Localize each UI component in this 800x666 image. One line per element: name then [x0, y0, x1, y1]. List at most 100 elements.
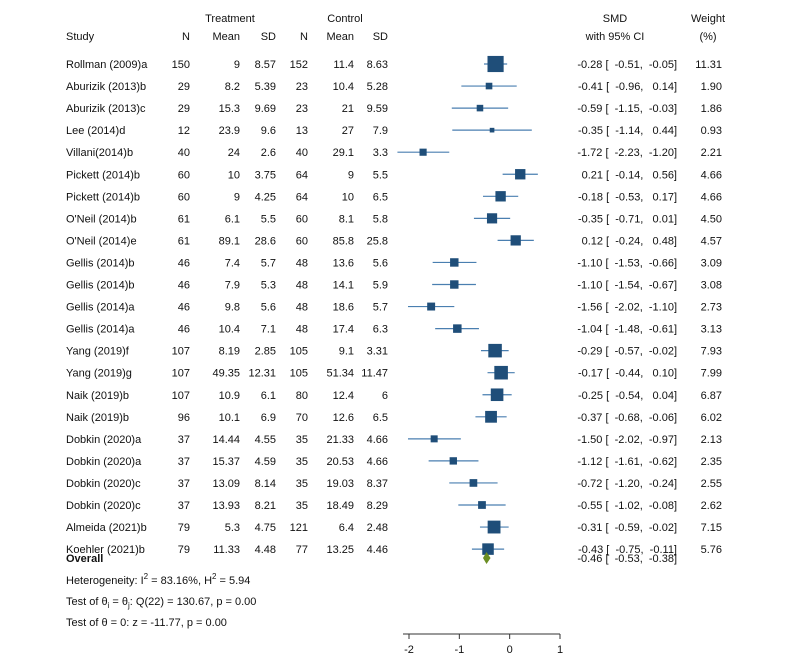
study-name: Yang (2019)f [66, 346, 130, 358]
treatment-n: 79 [178, 544, 190, 556]
control-n: 77 [296, 544, 308, 556]
table-row: Yang (2019)g 107 49.35 12.31 105 51.34 11.47 -0… [66, 365, 722, 380]
table-row: Gellis (2014)b 46 7.9 5.3 48 14.1 5.9 -1.10 [ -… [66, 280, 722, 292]
table-row: Dobkin (2020)c 37 13.93 8.21 35 18.49 8.29 -0.5… [66, 500, 722, 512]
control-mean: 10 [342, 191, 354, 203]
weight-value: 2.55 [701, 478, 722, 490]
ci-text: -0.28 [ -0.51, -0.05] [577, 59, 677, 71]
ci-text: 0.21 [ -0.14, 0.56] [582, 169, 677, 181]
control-mean: 85.8 [333, 235, 354, 247]
treatment-sd: 5.39 [255, 81, 276, 93]
control-sd: 5.7 [373, 302, 388, 314]
header-weight: Weight [691, 13, 725, 25]
stats-block: Heterogeneity: I2 = 83.16%, H2 = 5.94 Te… [66, 572, 256, 629]
control-sd: 2.48 [367, 522, 388, 534]
x-tick-label: 1 [557, 644, 563, 656]
weight-value: 7.15 [701, 522, 722, 534]
control-n: 48 [296, 302, 308, 314]
control-mean: 9 [348, 169, 354, 181]
treatment-sd: 3.75 [255, 169, 276, 181]
control-mean: 19.03 [326, 478, 354, 490]
control-sd: 8.37 [367, 478, 388, 490]
weight-value: 2.62 [701, 500, 722, 512]
table-row: Rollman (2009)a 150 9 8.57 152 11.4 8.63 -0.28 … [66, 55, 722, 73]
treatment-sd: 2.6 [261, 147, 276, 159]
control-n: 48 [296, 257, 308, 269]
treatment-n: 46 [178, 324, 190, 336]
control-sd: 6 [382, 390, 388, 402]
treatment-n: 37 [178, 500, 190, 512]
effect-marker [488, 343, 502, 358]
effect-marker [427, 302, 436, 311]
x-tick-label: -1 [454, 644, 464, 656]
ci-text: -0.59 [ -1.15, -0.03] [577, 103, 677, 115]
table-header: Treatment Control SMD Weight Study N Mea… [66, 13, 725, 43]
control-n: 60 [296, 235, 308, 247]
weight-value: 6.02 [701, 412, 722, 424]
ci-text: -0.17 [ -0.44, 0.10] [578, 368, 677, 380]
treatment-mean: 15.37 [212, 456, 240, 468]
study-name: Naik (2019)b [66, 412, 129, 424]
control-sd: 6.3 [373, 324, 388, 336]
treatment-mean: 49.35 [212, 368, 240, 380]
treatment-n: 37 [178, 456, 190, 468]
treatment-mean: 13.93 [212, 500, 240, 512]
treatment-sd: 4.59 [255, 456, 276, 468]
treatment-n: 12 [178, 125, 190, 137]
treatment-sd: 4.75 [255, 522, 276, 534]
weight-value: 3.09 [701, 257, 722, 269]
treatment-sd: 5.7 [261, 257, 276, 269]
effect-marker [489, 127, 495, 133]
heterogeneity-end: = 5.94 [216, 575, 250, 587]
weight-value: 4.50 [701, 213, 722, 225]
weight-value: 3.08 [701, 280, 722, 292]
ci-text: -0.29 [ -0.57, -0.02] [577, 346, 677, 358]
ci-text: -1.10 [ -1.53, -0.66] [577, 257, 677, 269]
header-ci: with 95% CI [585, 31, 645, 43]
effect-marker [510, 235, 521, 246]
weight-value: 2.21 [701, 147, 722, 159]
treatment-mean: 24 [228, 147, 240, 159]
control-mean: 17.4 [333, 324, 354, 336]
ci-text: -0.55 [ -1.02, -0.08] [577, 500, 677, 512]
control-n: 70 [296, 412, 308, 424]
effect-marker [449, 457, 457, 465]
study-name: O'Neil (2014)e [66, 235, 137, 247]
study-name: Dobkin (2020)c [66, 478, 141, 490]
study-name: Yang (2019)g [66, 368, 132, 380]
ci-text: -1.50 [ -2.02, -0.97] [577, 434, 677, 446]
ci-text: -1.10 [ -1.54, -0.67] [577, 280, 677, 292]
control-mean: 29.1 [333, 147, 354, 159]
overall-ci-text: -0.46 [ -0.53, -0.38] [577, 553, 677, 565]
treatment-n: 46 [178, 302, 190, 314]
header-treatment: Treatment [205, 13, 255, 25]
effect-marker [469, 479, 478, 487]
table-row: Almeida (2021)b 79 5.3 4.75 121 6.4 2.48 -0.31 … [66, 520, 722, 534]
study-name: Koehler (2021)b [66, 544, 145, 556]
table-row: Aburizik (2013)b 29 8.2 5.39 23 10.4 5.28 -0.41… [66, 81, 722, 93]
control-mean: 27 [342, 125, 354, 137]
table-row: Lee (2014)d 12 23.9 9.6 13 27 7.9 -0.35 [ -1.14… [66, 125, 722, 137]
treatment-sd: 6.9 [261, 412, 276, 424]
homogeneity-sub-2: j [127, 601, 130, 610]
treatment-sd: 28.6 [255, 235, 276, 247]
ci-text: -0.35 [ -0.71, 0.01] [578, 213, 677, 225]
weight-value: 1.86 [701, 103, 722, 115]
treatment-mean: 8.19 [219, 346, 240, 358]
treatment-sd: 8.57 [255, 59, 276, 71]
control-sd: 4.66 [367, 456, 388, 468]
effect-marker [450, 258, 459, 267]
heterogeneity-text: Heterogeneity: I2 = 83.16%, H2 = 5.94 [66, 572, 250, 587]
study-name: Aburizik (2013)c [66, 103, 146, 115]
effect-marker [487, 520, 501, 534]
table-row: Dobkin (2020)a 37 14.44 4.55 35 21.33 4.66 -1.5… [66, 434, 722, 446]
control-mean: 14.1 [333, 280, 354, 292]
effect-marker [485, 410, 497, 423]
study-name: Lee (2014)d [66, 125, 125, 137]
table-row: Pickett (2014)b 60 10 3.75 64 9 5.5 0.21 [ -0.1… [66, 169, 722, 181]
treatment-mean: 5.3 [225, 522, 240, 534]
weight-value: 7.93 [701, 346, 722, 358]
overall-row: Overall -0.46 [ -0.53, -0.38] [66, 552, 677, 565]
control-mean: 11.4 [333, 59, 354, 71]
control-n: 60 [296, 213, 308, 225]
